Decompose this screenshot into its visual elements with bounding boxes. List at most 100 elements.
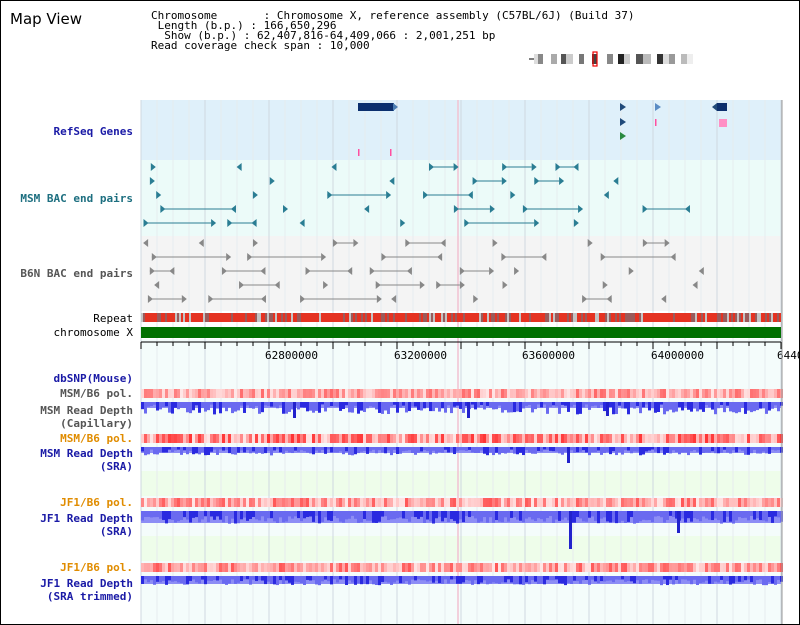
msm-pol-sra-cell <box>267 434 270 443</box>
msm-pol-sra-cell <box>621 434 624 443</box>
jf1-pol-sra-cell <box>765 498 768 507</box>
track-label-b6n-bac[interactable]: B6N BAC end pairs <box>20 267 133 280</box>
ideogram-band <box>573 54 579 64</box>
jf1-depth-trim-bar <box>243 576 246 580</box>
msm-depth-sra-bar <box>654 447 657 452</box>
ideogram-band <box>584 54 592 64</box>
repeat-segment <box>241 313 243 322</box>
repeat-segment <box>333 313 335 322</box>
msm-depth-sra-bar <box>204 447 207 456</box>
jf1-depth-trim-bar <box>252 576 255 580</box>
msm-pol-cap-cell <box>378 389 381 398</box>
jf1-pol-trim-cell <box>342 563 345 572</box>
msm-pol-sra-cell <box>288 434 291 443</box>
repeat-segment <box>237 313 239 322</box>
msm-depth-cap-bar <box>345 402 348 406</box>
jf1-depth-trim-bar <box>249 576 252 585</box>
msm-pol-sra-cell <box>192 434 195 443</box>
jf1-depth-trim-bar <box>144 576 147 580</box>
repeat-segment <box>193 313 195 322</box>
repeat-segment <box>545 313 547 322</box>
jf1-depth-sra-bar <box>429 511 432 522</box>
jf1-depth-trim-bar <box>282 576 285 585</box>
track-label-msm-depth-cap-2: (Capillary) <box>60 417 133 430</box>
jf1-depth-sra-bar <box>423 511 426 523</box>
msm-depth-sra-bar <box>537 447 540 451</box>
repeat-segment <box>537 313 539 322</box>
msm-pol-cap-cell <box>600 389 603 398</box>
jf1-depth-trim-bar <box>408 576 411 585</box>
msm-depth-cap-bar <box>324 402 327 412</box>
jf1-depth-sra-bar <box>366 511 369 521</box>
jf1-pol-sra-cell <box>507 498 510 507</box>
msm-pol-cap-cell <box>441 389 444 398</box>
msm-pol-cap-cell <box>486 389 489 398</box>
jf1-pol-trim-cell <box>261 563 264 572</box>
msm-pol-cap-cell <box>336 389 339 398</box>
jf1-depth-trim-bar <box>423 576 426 581</box>
msm-depth-sra-bar <box>336 447 339 453</box>
b6n-bac-end <box>181 295 187 303</box>
jf1-pol-trim-cell <box>429 563 432 572</box>
msm-depth-cap-bar <box>318 402 321 413</box>
msm-depth-cap-bar <box>579 402 582 414</box>
msm-pol-cap-cell <box>708 389 711 398</box>
jf1-pol-sra-cell <box>699 498 702 507</box>
jf1-depth-trim-bar <box>762 576 765 586</box>
track-label-refseq-genes[interactable]: RefSeq Genes <box>53 125 133 138</box>
jf1-pol-trim-cell <box>618 563 621 572</box>
repeat-segment <box>301 313 303 322</box>
jf1-pol-sra-cell <box>432 498 435 507</box>
repeat-segment <box>743 313 745 322</box>
msm-pol-cap-cell <box>156 389 159 398</box>
msm-pol-sra-cell <box>444 434 447 443</box>
jf1-depth-sra-bar <box>600 511 603 519</box>
msm-pol-cap-cell <box>180 389 183 398</box>
jf1-pol-sra-cell <box>489 498 492 507</box>
jf1-pol-trim-cell <box>357 563 360 572</box>
repeat-segment <box>187 313 189 322</box>
msm-depth-cap-bar <box>669 402 672 410</box>
jf1-depth-trim-bar <box>210 576 213 581</box>
length-value: 166,650,296 <box>263 19 337 32</box>
ideogram-band <box>618 54 624 64</box>
jf1-depth-sra-bar <box>267 511 270 519</box>
msm-pol-sra-cell <box>351 434 354 443</box>
track-label-msm-bac[interactable]: MSM BAC end pairs <box>20 192 133 205</box>
repeat-segment <box>409 313 411 322</box>
msm-pol-sra-cell <box>480 434 483 443</box>
repeat-segment <box>507 313 509 322</box>
msm-depth-sra-bar <box>729 447 732 454</box>
msm-depth-cap-bar <box>312 402 315 413</box>
repeat-segment <box>473 313 475 322</box>
jf1-depth-sra-bar <box>669 511 672 516</box>
repeat-segment <box>621 313 623 322</box>
msm-pol-sra-cell <box>708 434 711 443</box>
jf1-pol-sra-cell <box>684 498 687 507</box>
repeat-segment <box>695 313 697 322</box>
track-label-dbsnp[interactable]: dbSNP(Mouse) <box>53 372 133 385</box>
repeat-segment <box>323 313 325 322</box>
repeat-segment <box>547 313 549 322</box>
msm-pol-cap-cell <box>690 389 693 398</box>
jf1-depth-trim-bar <box>753 576 756 585</box>
msm-depth-cap-bar <box>279 402 282 406</box>
msm-depth-cap-spike <box>467 402 470 418</box>
msm-depth-cap-bar <box>528 402 531 405</box>
gene-arrow <box>655 103 661 111</box>
jf1-depth-sra-bar <box>636 511 639 523</box>
jf1-pol-sra-cell <box>501 498 504 507</box>
jf1-depth-trim-bar <box>525 576 528 583</box>
repeat-segment <box>523 313 525 322</box>
msm-depth-sra-bar <box>201 447 204 453</box>
msm-bac-end <box>227 219 233 227</box>
msm-pol-sra-cell <box>462 434 465 443</box>
msm-depth-cap-bar <box>501 402 504 413</box>
msm-depth-sra-bar <box>555 447 558 452</box>
msm-pol-cap-cell <box>165 389 168 398</box>
jf1-pol-sra-cell <box>735 498 738 507</box>
msm-depth-sra-bar <box>534 447 537 454</box>
repeat-segment <box>227 313 229 322</box>
msm-pol-cap-cell <box>603 389 606 398</box>
